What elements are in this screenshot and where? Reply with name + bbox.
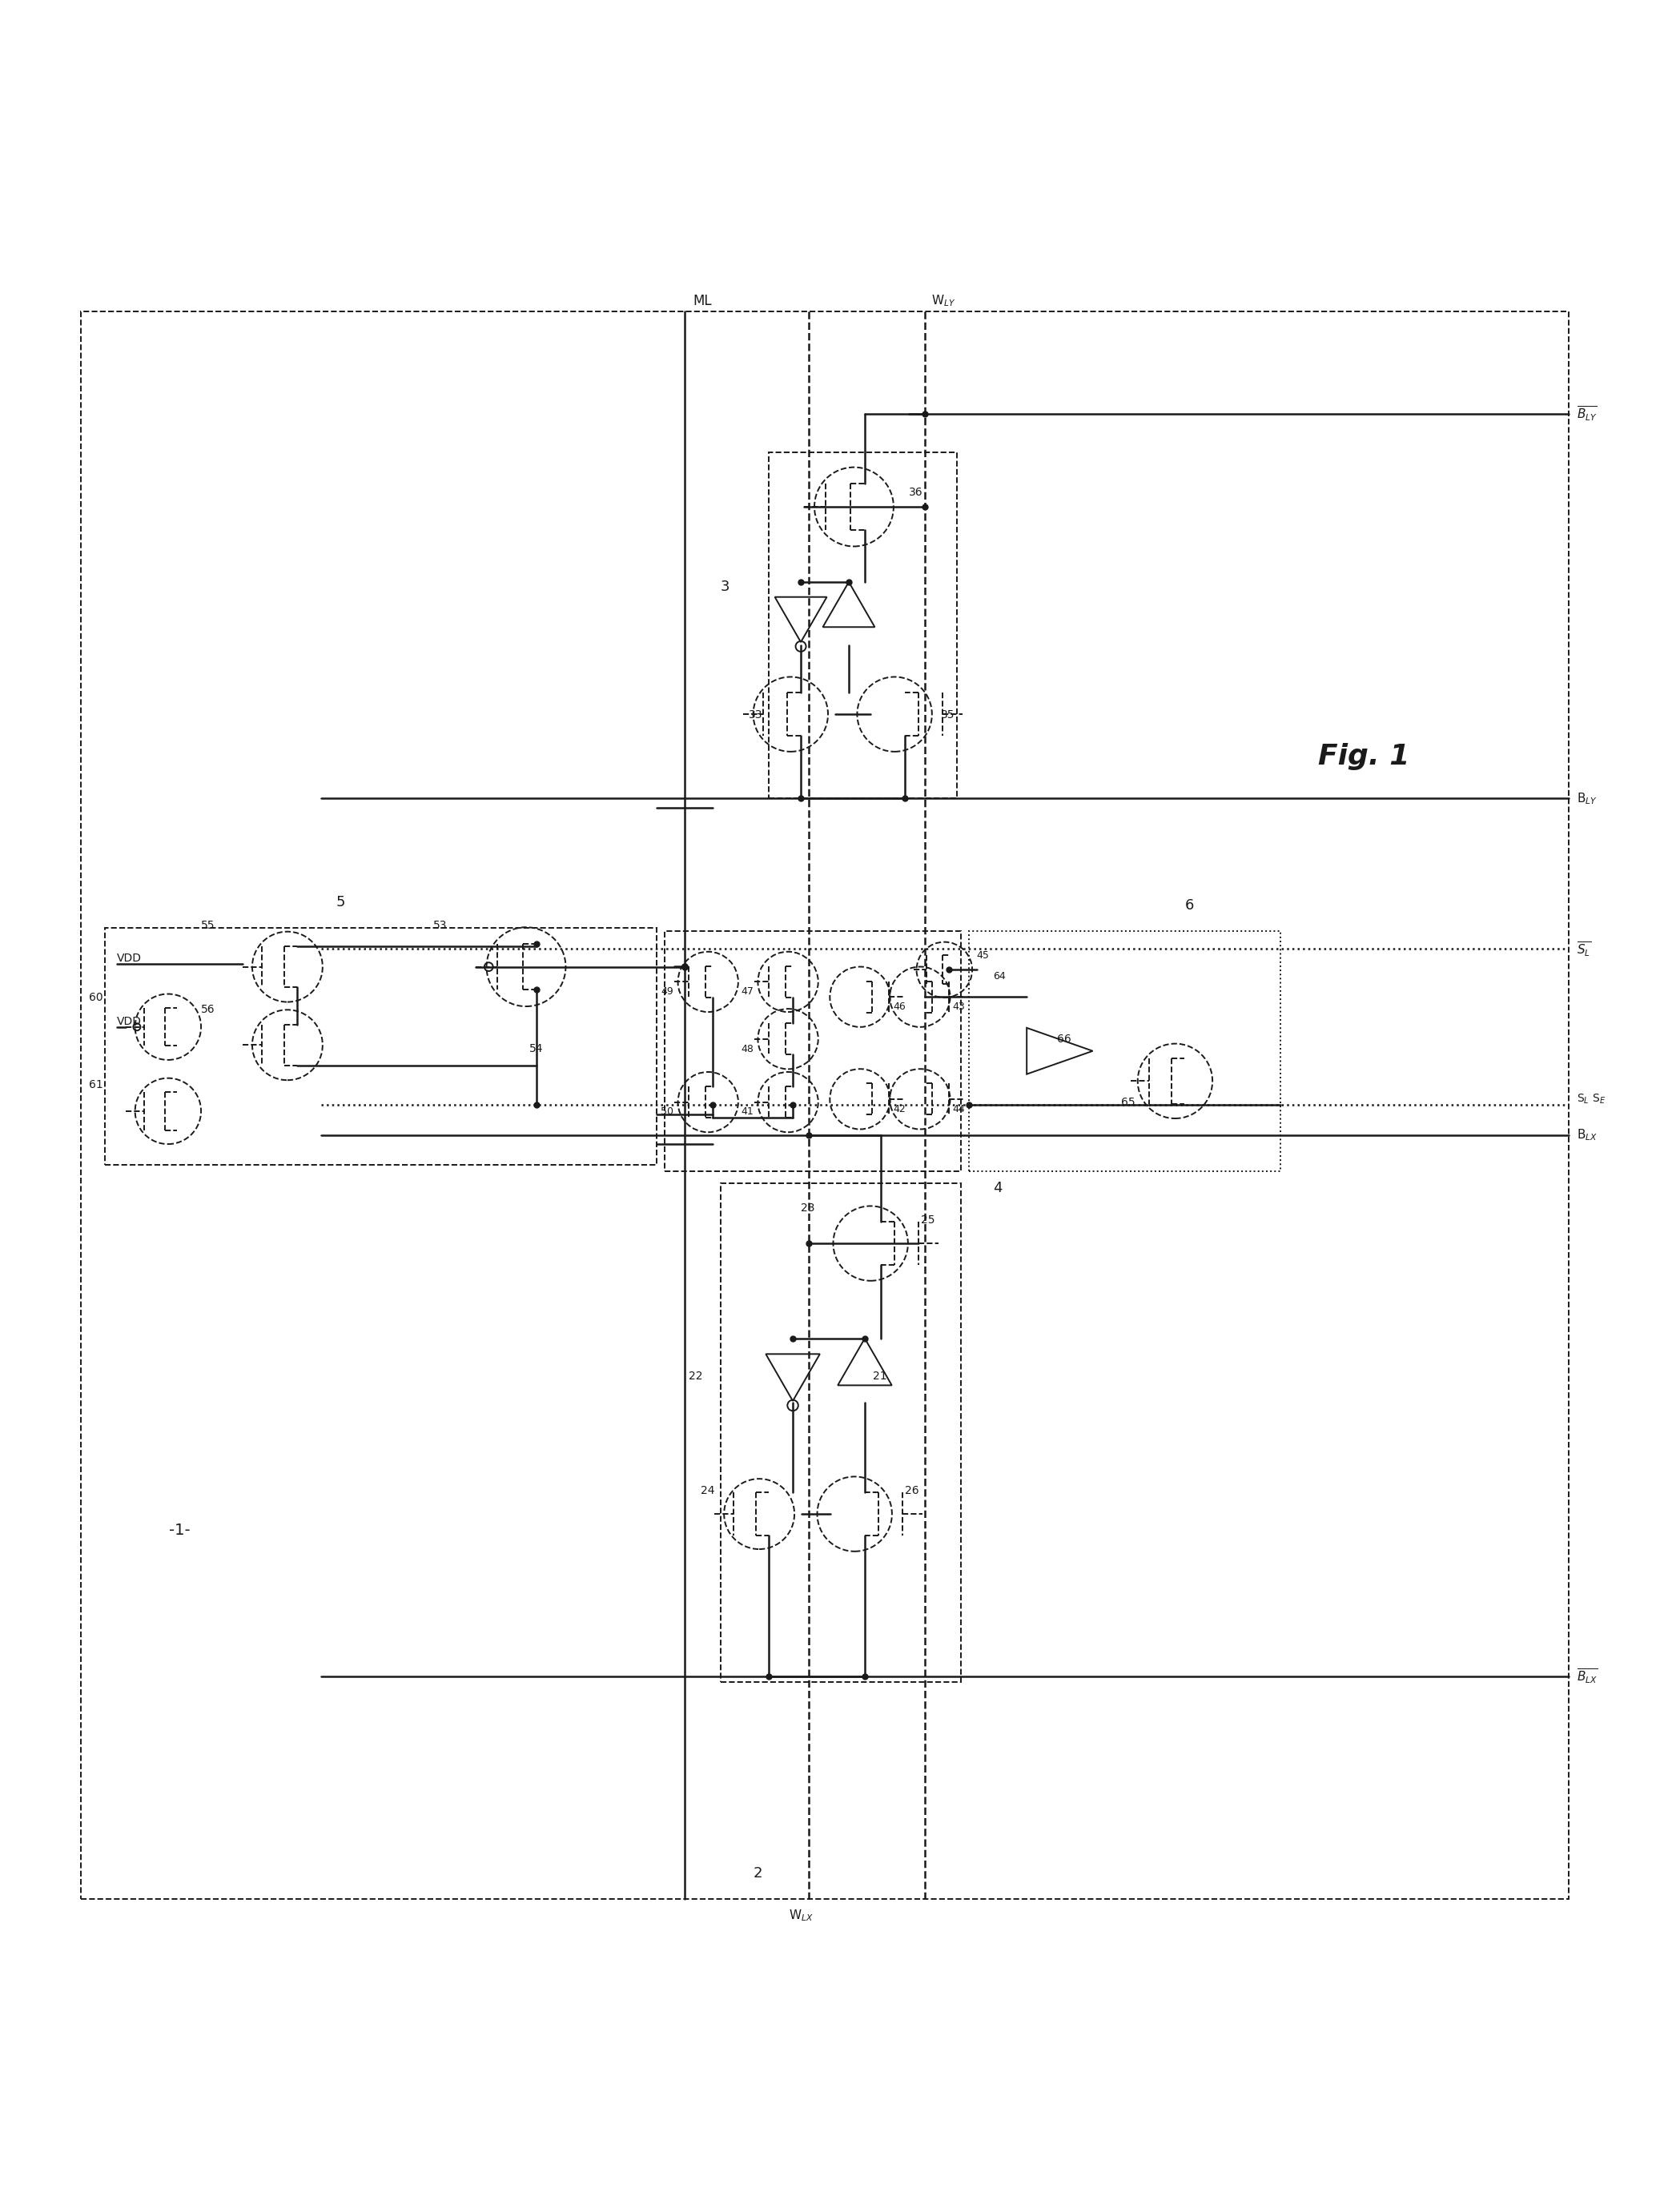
Bar <box>105 927 657 1166</box>
Bar <box>82 312 1569 1898</box>
Text: 60: 60 <box>90 991 103 1002</box>
Text: 53: 53 <box>433 920 448 931</box>
Text: 47: 47 <box>740 987 754 998</box>
Text: 49: 49 <box>661 987 674 998</box>
Text: 55: 55 <box>201 920 215 931</box>
Text: 45: 45 <box>977 951 990 960</box>
Bar <box>666 931 960 1170</box>
Text: 46: 46 <box>894 1002 905 1011</box>
Text: 33: 33 <box>749 710 762 721</box>
Text: 65: 65 <box>1120 1097 1135 1108</box>
Text: 44: 44 <box>953 1104 965 1115</box>
Text: Fig. 1: Fig. 1 <box>1318 743 1409 770</box>
Text: 23: 23 <box>800 1201 815 1214</box>
Text: $\overline{S_L}$: $\overline{S_L}$ <box>1576 940 1591 958</box>
Text: 21: 21 <box>874 1371 887 1382</box>
Text: 4: 4 <box>993 1181 1002 1194</box>
Text: 6: 6 <box>1185 898 1193 914</box>
Bar <box>769 453 957 799</box>
Text: 22: 22 <box>689 1371 702 1382</box>
Text: 42: 42 <box>894 1104 905 1115</box>
Text: 5: 5 <box>336 896 344 909</box>
Text: 41: 41 <box>740 1106 754 1117</box>
Text: 36: 36 <box>909 487 924 498</box>
Text: 35: 35 <box>940 710 955 721</box>
Text: VDD: VDD <box>116 1015 141 1026</box>
Text: 64: 64 <box>993 971 1005 982</box>
Bar <box>968 931 1281 1170</box>
Text: 61: 61 <box>90 1079 103 1091</box>
Text: 25: 25 <box>920 1214 935 1225</box>
Text: $\overline{B_{LX}}$: $\overline{B_{LX}}$ <box>1576 1668 1597 1686</box>
Text: B$_{LY}$: B$_{LY}$ <box>1576 792 1597 805</box>
Text: 2: 2 <box>752 1867 762 1880</box>
Text: $\overline{B_{LY}}$: $\overline{B_{LY}}$ <box>1576 405 1597 422</box>
Text: 3: 3 <box>721 580 730 595</box>
Text: VDD: VDD <box>116 953 141 964</box>
Text: 50: 50 <box>661 1106 674 1117</box>
Bar <box>721 1183 960 1683</box>
Text: S$_L$ S$_E$: S$_L$ S$_E$ <box>1576 1093 1606 1106</box>
Text: 56: 56 <box>201 1004 215 1015</box>
Text: 26: 26 <box>905 1484 919 1495</box>
Text: 48: 48 <box>740 1044 754 1053</box>
Text: -1-: -1- <box>170 1522 190 1537</box>
Text: 66: 66 <box>1057 1033 1072 1044</box>
Text: W$_{LX}$: W$_{LX}$ <box>789 1907 814 1922</box>
Text: 24: 24 <box>701 1484 716 1495</box>
Text: W$_{LY}$: W$_{LY}$ <box>932 294 955 307</box>
Text: 43: 43 <box>953 1002 965 1011</box>
Text: 54: 54 <box>529 1042 542 1053</box>
Text: ML: ML <box>692 294 712 307</box>
Text: B$_{LX}$: B$_{LX}$ <box>1576 1128 1597 1144</box>
